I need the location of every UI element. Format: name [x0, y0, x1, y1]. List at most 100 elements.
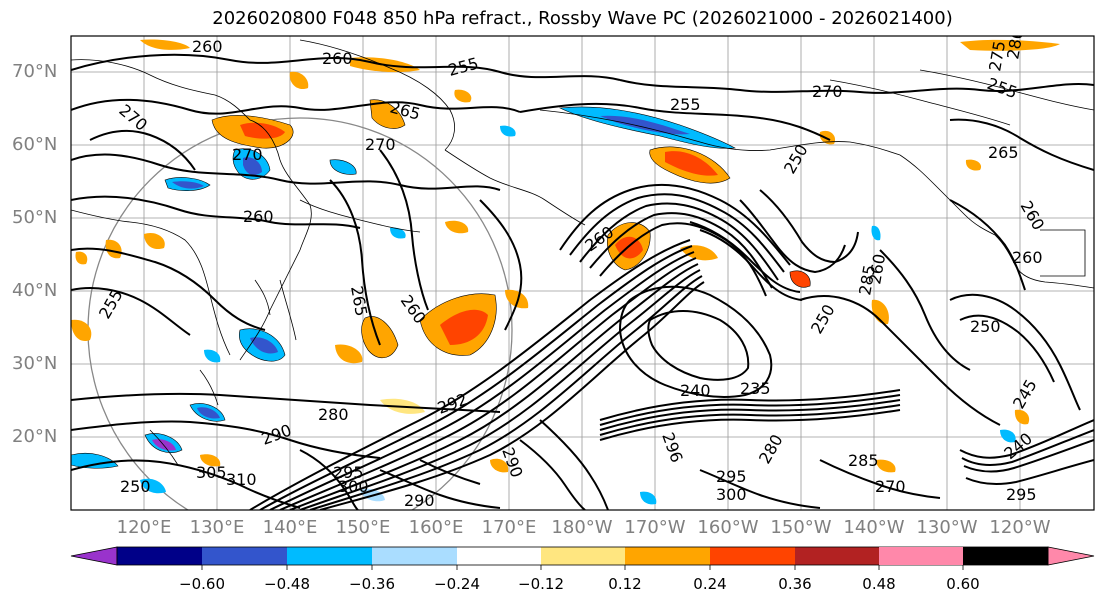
colorbar-tick-label: 0.24 — [693, 575, 727, 593]
contour-label: 260 — [192, 37, 223, 56]
colorbar-bin — [710, 547, 795, 565]
contour-label: 260 — [243, 207, 274, 226]
negative-anomaly-patch — [172, 181, 204, 189]
map-border — [70, 35, 1095, 511]
positive-anomaly-patch — [289, 71, 309, 90]
map-title: 2026020800 F048 850 hPa refract., Rossby… — [212, 8, 953, 29]
positive-anomaly-patch — [490, 458, 509, 473]
positive-anomaly-patch — [71, 319, 92, 342]
positive-anomaly-patch — [75, 251, 88, 265]
longitude-label: 170°E — [481, 517, 537, 538]
negative-anomaly-patch — [140, 478, 166, 494]
colorbar — [70, 546, 1095, 570]
colorbar-tick-label: −0.48 — [264, 575, 310, 593]
coastlines — [71, 39, 1094, 466]
positive-anomaly-patch — [871, 299, 889, 325]
colorbar-tick-label: 0.36 — [778, 575, 812, 593]
contour-label: 265 — [988, 143, 1019, 162]
colorbar-tick-label: −0.60 — [179, 575, 225, 593]
colorbar-tick-label: −0.24 — [434, 575, 480, 593]
latitude-label: 50°N — [12, 207, 58, 228]
contour-label: 255 — [670, 95, 701, 114]
positive-anomaly-patch — [105, 239, 122, 259]
positive-anomaly-patch — [665, 151, 718, 176]
positive-anomaly-patch — [361, 316, 399, 358]
gridlines — [71, 36, 1094, 510]
positive-anomaly-patch — [369, 99, 406, 129]
longitude-label: 150°W — [770, 517, 832, 538]
contour-label: 295 — [716, 467, 747, 486]
colorbar-tick-label: 0.12 — [608, 575, 642, 593]
positive-anomaly-patch — [505, 289, 529, 309]
longitude-label: 120°W — [989, 517, 1051, 538]
contour-label: 295 — [1006, 485, 1037, 504]
contour-label: 240 — [680, 381, 711, 400]
positive-anomaly-patch — [965, 159, 982, 171]
colorbar-bin — [879, 547, 963, 565]
contour-label: 300 — [716, 485, 747, 504]
colorbar-tick-label: −0.36 — [349, 575, 395, 593]
negative-anomaly-patch — [329, 159, 357, 175]
contour-label: 305 — [196, 463, 227, 482]
contour-label: 280 — [318, 405, 349, 424]
positive-anomaly-patch — [680, 245, 718, 261]
positive-anomaly-patch — [140, 39, 190, 50]
positive-anomaly-patch — [789, 270, 811, 288]
latitude-label: 60°N — [12, 134, 58, 155]
colorbar-bin — [963, 547, 1048, 565]
colorbar-tick-label: −0.12 — [518, 575, 564, 593]
longitude-label: 180°W — [551, 517, 613, 538]
colorbar-bin — [372, 547, 457, 565]
latitude-label: 20°N — [12, 426, 58, 447]
contour-label: 290 — [404, 491, 435, 510]
longitude-label: 120°E — [116, 517, 172, 538]
colorbar-bin — [541, 547, 625, 565]
contour-label: 295 — [333, 463, 364, 482]
longitude-label: 150°E — [335, 517, 391, 538]
negative-anomaly-patch — [71, 452, 119, 469]
negative-anomaly-patch — [1000, 429, 1016, 443]
negative-anomaly-patch — [197, 407, 220, 419]
contour-label: 235 — [740, 379, 771, 398]
colorbar-tick-label: 0.60 — [946, 575, 980, 593]
contour-label: 270 — [812, 82, 843, 101]
longitude-label: 170°W — [624, 517, 686, 538]
positive-anomaly-patch — [445, 220, 469, 234]
negative-anomaly-patch — [640, 491, 657, 505]
colorbar-bin — [202, 547, 287, 565]
positive-anomaly-patch — [144, 232, 165, 250]
positive-anomaly-patch — [200, 454, 221, 467]
contour-lines — [71, 53, 1094, 510]
negative-anomaly-patch — [871, 225, 881, 241]
contour-label: 250 — [970, 317, 1001, 336]
latitude-label: 40°N — [12, 280, 58, 301]
longitude-label: 160°E — [408, 517, 464, 538]
colorbar-bin — [795, 547, 879, 565]
contour-label: 260 — [1012, 248, 1043, 267]
positive-anomaly-patch — [454, 89, 472, 103]
contour-label: 310 — [226, 470, 257, 489]
contour-label: 250 — [120, 477, 151, 496]
negative-anomaly-patch — [243, 157, 262, 176]
positive-anomaly-patch — [335, 344, 363, 364]
negative-anomaly-patch — [250, 337, 278, 354]
colorbar-bin — [457, 547, 541, 565]
contour-label: 270 — [232, 145, 263, 164]
colorbar-bin — [287, 547, 372, 565]
negative-anomaly-patch — [600, 115, 690, 135]
contour-label: 285 — [848, 451, 879, 470]
longitude-label: 130°E — [189, 517, 245, 538]
longitude-label: 140°E — [262, 517, 318, 538]
positive-anomaly-patch — [440, 309, 488, 345]
colorbar-min-extension — [70, 546, 118, 566]
latitude-label: 30°N — [12, 353, 58, 374]
colorbar-bin — [117, 547, 202, 565]
contour-label: 300 — [338, 477, 369, 496]
latitude-label: 70°N — [12, 61, 58, 82]
negative-anomaly-patch — [390, 227, 406, 239]
positive-anomaly-patch — [240, 122, 285, 139]
contour-label: 270 — [365, 135, 396, 154]
contour-label: 270 — [875, 477, 906, 496]
longitude-label: 160°W — [697, 517, 759, 538]
